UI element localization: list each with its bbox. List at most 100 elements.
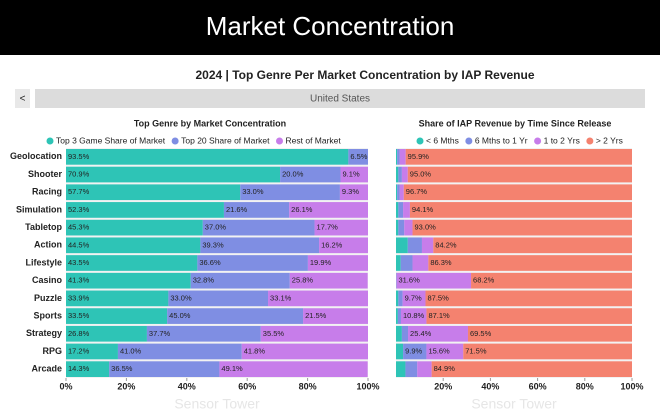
category-label: Arcade [31,364,62,374]
back-button[interactable] [15,89,30,108]
bar-segment [202,219,315,236]
value-label: 17.2% [68,346,90,355]
bar-segment [396,184,398,201]
bar-segment [463,343,632,360]
value-label: 45.0% [169,311,191,320]
header-bar [0,0,660,55]
value-label: 17.7% [317,223,339,232]
value-label: 84.2% [435,240,457,249]
bar-segment [426,308,632,324]
bar-segment [240,184,340,201]
bar-segment [66,290,169,307]
value-label: 71.5% [465,346,487,355]
value-label: 9.9% [405,346,422,355]
bar-segment [348,149,368,165]
legend-marker [465,137,473,145]
legend-marker [416,137,424,145]
x-tick-label: 100% [356,381,379,391]
value-label: 70.9% [68,170,90,179]
bar-segment [398,219,405,236]
bar-segment [66,184,241,201]
bar-segment [397,149,400,165]
watermark: Sensor Tower [174,396,260,412]
bar-segment [268,290,368,307]
bar-segment [396,325,402,342]
bar-segment [339,184,368,201]
value-label: 41.0% [120,346,142,355]
value-label: 87.1% [428,311,450,320]
value-label: 96.7% [406,187,428,196]
bar-segment [241,343,368,360]
bar-segment [405,149,632,165]
category-label: Tabletop [25,222,62,232]
value-label: 26.1% [291,205,313,214]
bar-segment [407,237,422,254]
value-label: 69.5% [470,329,492,338]
bar-segment [66,272,191,289]
region-value[interactable]: United States [310,94,370,105]
bar-segment [401,325,409,342]
bar-segment [200,237,320,254]
bar-segment [396,237,408,254]
legend-marker [534,137,542,145]
bar-segment [396,272,472,289]
value-label: 44.5% [68,240,90,249]
value-label: 84.9% [434,364,456,373]
bar-segment [314,219,368,236]
value-label: 33.1% [270,293,292,302]
value-label: 45.3% [68,223,90,232]
value-label: 31.6% [398,276,420,285]
value-label: 41.3% [68,276,90,285]
value-label: 95.9% [408,152,430,161]
category-label: RPG [42,346,62,356]
bar-segment [396,361,406,377]
bar-segment [340,166,368,183]
value-label: 87.5% [428,293,450,302]
x-tick-label: 100% [620,381,643,391]
back-button-label[interactable]: < [20,94,26,105]
value-label: 9.3% [342,187,359,196]
x-tick-label: 20% [117,381,135,391]
value-label: 36.6% [199,258,221,267]
bar-segment [303,308,368,324]
value-label: 86.3% [430,258,452,267]
value-label: 36.5% [111,364,133,373]
subtitle: 2024 | Top Genre Per Market Concentratio… [195,68,534,82]
bar-segment [66,255,198,271]
bar-segment [408,325,468,342]
bar-segment [431,361,632,377]
value-label: 33.5% [68,311,90,320]
bar-segment [289,202,368,218]
value-label: 39.3% [202,240,224,249]
category-label: Simulation [16,204,62,214]
category-label: Casino [32,275,63,285]
bar-segment [396,308,398,324]
value-label: 32.8% [193,276,215,285]
region-dropdown[interactable] [35,89,645,108]
bar-segment [400,308,427,324]
x-tick-label: 40% [178,381,196,391]
value-label: 15.6% [428,346,450,355]
bar-segment [412,219,632,236]
bar-segment [319,237,368,254]
category-label: Action [34,240,62,250]
bar-segment [396,166,399,183]
value-label: 14.3% [68,364,90,373]
bar-segment [280,166,341,183]
legend-label: Top 3 Game Share of Market [56,135,166,145]
value-label: 9.7% [405,293,422,302]
bar-segment [219,361,368,377]
bar-segment [399,149,406,165]
value-label: 93.5% [68,152,90,161]
x-tick-label: 60% [238,381,256,391]
bar-segment [428,255,632,271]
bar-segment [396,290,399,307]
bar-segment [412,255,429,271]
value-label: 35.5% [263,329,285,338]
value-label: 95.0% [410,170,432,179]
legend-marker [46,137,54,145]
bar-segment [66,308,168,324]
chart-title: Top Genre by Market Concentration [134,118,286,128]
bar-segment [66,325,147,342]
